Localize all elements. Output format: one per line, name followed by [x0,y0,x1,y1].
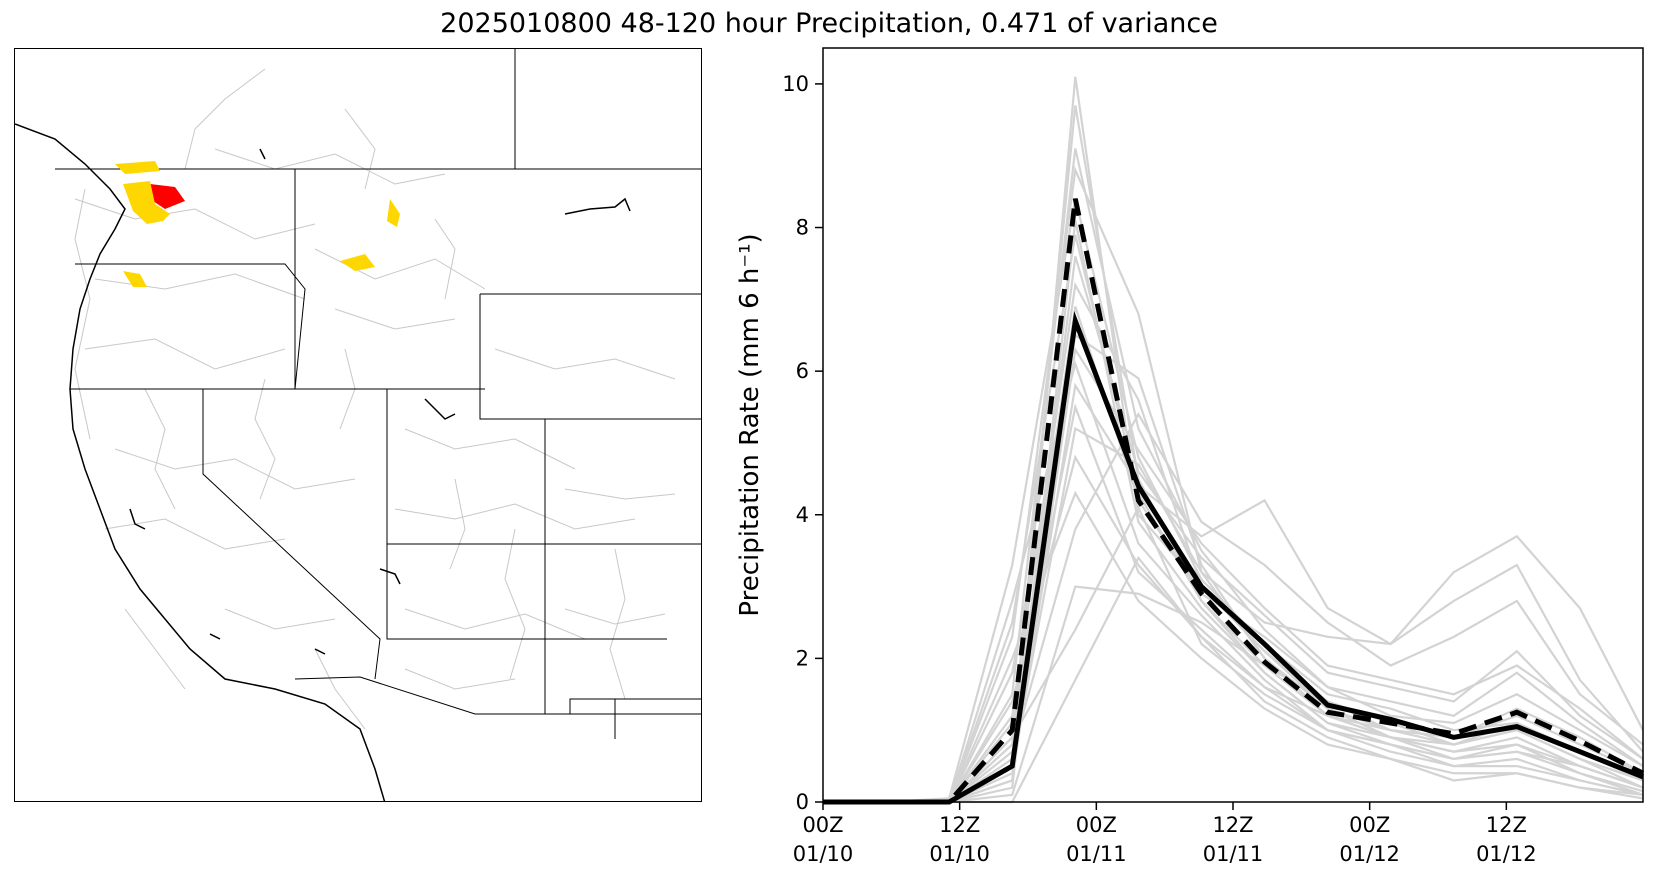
ensemble-member-line [823,166,1644,804]
dashed-series-line [823,198,1645,805]
y-tick-label: 6 [796,359,809,383]
x-tick-label: 01/12 [1339,842,1400,866]
ensemble-layer [823,76,1644,804]
ensemble-member-line [823,346,1644,804]
ensemble-member-line [823,105,1644,804]
ensemble-member-line [823,490,1644,804]
x-tick-label: 01/10 [793,842,854,866]
x-tick-label: 12Z [939,813,980,837]
y-tick-label: 10 [782,72,809,96]
lakes [129,148,631,655]
moderate-precip-basins [115,161,400,287]
main-series-layer [823,198,1645,805]
coastline [15,123,386,801]
x-tick-label: 01/11 [1066,842,1127,866]
x-tick-label: 00Z [1349,813,1390,837]
basin-map [15,49,701,801]
x-tick-label: 01/12 [1476,842,1537,866]
x-tick-label: 01/10 [929,842,990,866]
ensemble-member-line [823,585,1644,804]
plot-frame [822,47,1644,803]
ensemble-member-line [823,148,1644,804]
x-tick-label: 00Z [802,813,843,837]
chart-title: 2025010800 48-120 hour Precipitation, 0.… [440,8,1218,39]
y-tick-label: 4 [796,503,809,527]
ensemble-member-line [823,360,1644,804]
ensemble-member-line [823,411,1644,804]
political-boundaries [55,49,701,739]
y-tick-label: 2 [796,646,809,670]
basin-map-panel [14,48,702,802]
high-precip-basin [150,184,185,209]
y-ticks: 0 2 4 6 8 10 [782,72,823,814]
y-axis-label: Precipitation Rate (mm 6 h⁻¹) [735,233,765,616]
basin-boundaries [74,68,676,730]
solid-series-line [823,310,1644,805]
x-tick-label: 00Z [1076,813,1117,837]
ensemble-member-line [823,255,1644,804]
x-tick-label: 01/11 [1203,842,1264,866]
y-tick-label: 0 [796,790,809,814]
ensemble-member-line [823,234,1644,804]
x-tick-label: 12Z [1486,813,1527,837]
ensemble-member-line [823,555,1644,804]
ensemble-member-line [823,76,1644,804]
y-tick-label: 8 [796,216,809,240]
x-ticks: 00Z 01/10 12Z 01/10 00Z 01/11 12Z 01/11 00Z 01/12… [793,802,1537,866]
x-tick-label: 12Z [1212,813,1253,837]
